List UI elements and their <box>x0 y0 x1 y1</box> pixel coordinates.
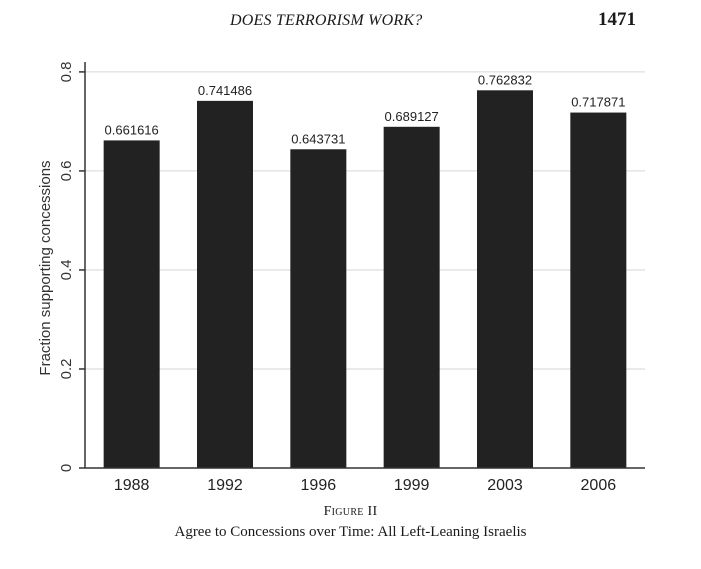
grid-lines <box>85 71 645 370</box>
running-title: DOES TERRORISM WORK? <box>230 12 423 29</box>
data-label: 0.741486 <box>198 83 252 98</box>
data-label: 0.689127 <box>385 109 439 124</box>
bar-1996 <box>290 149 347 468</box>
figure-caption-block: Figure II Agree to Concessions over Time… <box>0 502 701 542</box>
x-tick-labels: 1988 1992 1996 1999 2003 2006 <box>114 477 616 494</box>
figure-label: Figure II <box>323 504 378 519</box>
y-tick-label: 0.8 <box>58 61 75 82</box>
data-label: 0.762832 <box>478 72 532 87</box>
bar-2003 <box>477 90 533 469</box>
x-tick-label: 2003 <box>487 477 523 494</box>
y-tick-label: 0.2 <box>58 359 75 380</box>
axes <box>84 62 645 469</box>
x-tick-label: 2006 <box>581 477 617 494</box>
bar-2006 <box>570 112 627 468</box>
figure-caption: Agree to Concessions over Time: All Left… <box>174 524 527 540</box>
page-number: 1471 <box>598 9 636 30</box>
y-tick-label: 0 <box>58 464 75 472</box>
y-tick-label: 0.4 <box>58 260 75 281</box>
running-header: DOES TERRORISM WORK? 1471 <box>0 8 701 36</box>
data-label: 0.661616 <box>105 122 159 137</box>
y-tick-labels: 0 0.2 0.4 0.6 0.8 <box>58 61 85 472</box>
y-tick-label: 0.6 <box>58 160 75 181</box>
data-labels: 0.661616 0.741486 0.643731 0.689127 0.762832… <box>105 72 626 146</box>
x-tick-label: 1988 <box>114 477 150 494</box>
y-axis-label: Fraction supporting concessions <box>37 160 54 375</box>
bars <box>103 90 627 469</box>
bar-1992 <box>197 100 253 468</box>
x-tick-label: 1999 <box>394 477 430 494</box>
bar-1999 <box>383 126 440 468</box>
bar-chart: 0 0.2 0.4 0.6 0.8 1988 1992 1996 1999 2003 2006 0… <box>37 61 645 494</box>
data-label: 0.643731 <box>291 131 345 146</box>
x-tick-label: 1992 <box>207 477 243 494</box>
x-tick-label: 1996 <box>301 477 337 494</box>
bar-1988 <box>103 140 160 469</box>
data-label: 0.717871 <box>571 95 625 110</box>
